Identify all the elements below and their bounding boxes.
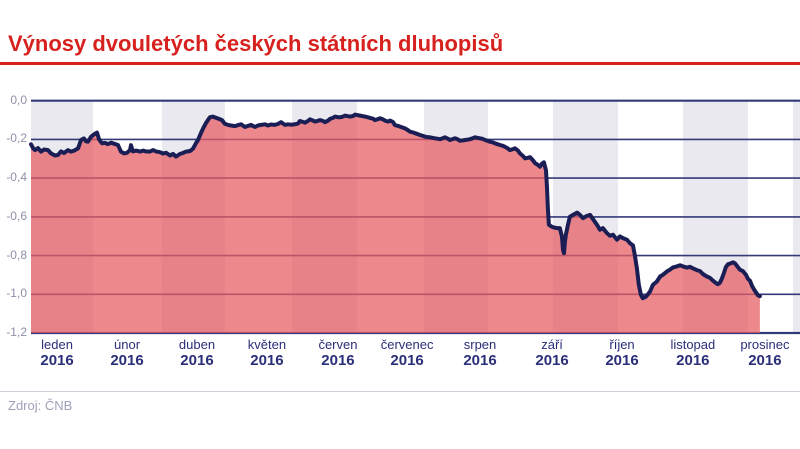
month-name: únor <box>114 337 141 352</box>
year-label: 2016 <box>463 352 497 369</box>
x-tick-label-září: září 2016 <box>510 338 594 368</box>
yield-line <box>29 112 762 301</box>
y-tick-label: -1,0 <box>6 286 27 301</box>
x-tick-label-srpen: srpen 2016 <box>438 338 522 368</box>
x-tick-label-říjen: říjen 2016 <box>580 338 664 368</box>
year-label: 2016 <box>40 352 74 369</box>
month-name: květen <box>247 337 287 352</box>
y-tick-label: -0,4 <box>6 170 27 185</box>
footer-divider <box>0 391 800 392</box>
y-tick-label: -0,6 <box>6 208 27 223</box>
month-name: srpen <box>463 337 497 352</box>
year-label: 2016 <box>110 352 144 369</box>
x-tick-label-červen: červen 2016 <box>296 338 380 368</box>
page-title: Výnosy dvouletých českých státních dluho… <box>8 30 504 56</box>
source-note: Zdroj: ČNB <box>8 398 73 413</box>
month-name: leden <box>41 337 73 352</box>
year-label: 2016 <box>321 352 355 369</box>
year-label: 2016 <box>180 352 214 369</box>
month-name: červen <box>318 337 358 352</box>
y-tick-label: -1,2 <box>6 325 27 339</box>
month-name: říjen <box>609 337 635 352</box>
year-label: 2016 <box>605 352 639 369</box>
month-name: červenec <box>380 337 434 352</box>
yield-area-series <box>29 112 762 333</box>
x-tick-label-prosinec: prosinec 2016 <box>723 338 800 368</box>
x-tick-label-červenec: červenec 2016 <box>365 338 449 368</box>
x-tick-label-únor: únor 2016 <box>85 338 169 368</box>
month-name: listopad <box>670 337 716 352</box>
year-label: 2016 <box>250 352 284 369</box>
x-tick-label-květen: květen 2016 <box>225 338 309 368</box>
x-tick-label-duben: duben 2016 <box>155 338 239 368</box>
y-tick-label: 0,0 <box>10 92 27 107</box>
yield-area-fill <box>31 114 760 333</box>
y-tick-label: -0,2 <box>6 131 27 146</box>
year-label: 2016 <box>748 352 782 369</box>
month-name: září <box>541 337 563 352</box>
year-label: 2016 <box>535 352 569 369</box>
year-label: 2016 <box>390 352 424 369</box>
month-name: prosinec <box>740 337 790 352</box>
x-tick-label-leden: leden 2016 <box>15 338 99 368</box>
month-name: duben <box>178 337 216 352</box>
year-label: 2016 <box>676 352 710 369</box>
x-tick-label-listopad: listopad 2016 <box>651 338 735 368</box>
y-tick-label: -0,8 <box>6 247 27 262</box>
title-divider <box>0 62 800 65</box>
